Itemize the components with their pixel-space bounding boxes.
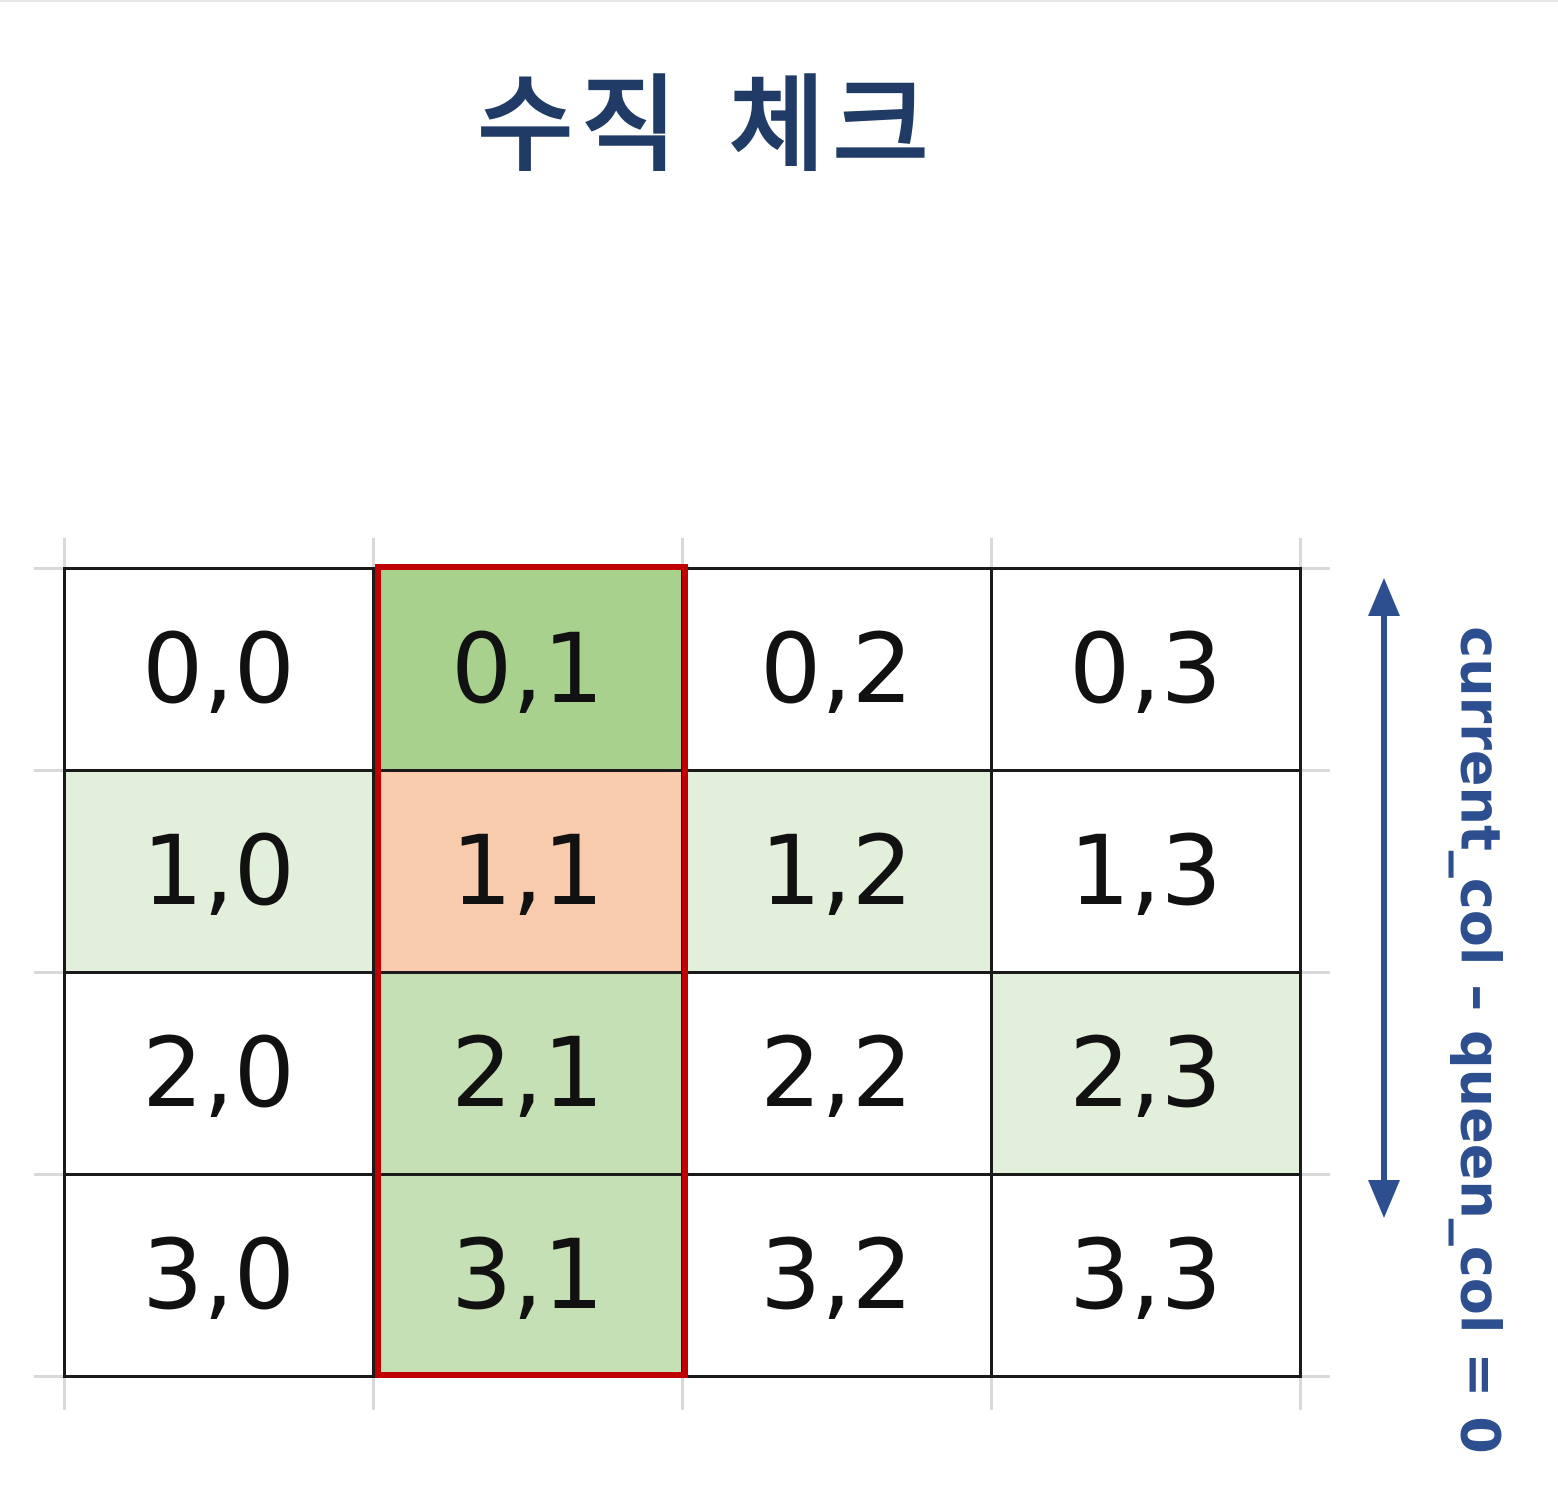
board-cell: 2,3 (991, 972, 1300, 1174)
board-cell: 2,0 (64, 972, 373, 1174)
page-title: 수직 체크 (477, 64, 937, 186)
board-cell: 0,2 (682, 568, 991, 770)
vertical-double-arrow-icon (1368, 578, 1400, 1218)
vertical-check-formula: current_col – queen_col = 0 (1448, 626, 1512, 1454)
board-cell: 3,3 (991, 1174, 1300, 1376)
highlighted-column-border (375, 564, 688, 1378)
grid-line (990, 567, 993, 1378)
grid-line (63, 567, 66, 1378)
board-cell: 3,1 (373, 1174, 682, 1376)
board-cell: 0,0 (64, 568, 373, 770)
board-cell: 1,1 (373, 770, 682, 972)
board-cell: 3,2 (682, 1174, 991, 1376)
board-cell: 3,0 (64, 1174, 373, 1376)
top-divider (0, 0, 1558, 2)
board-cell: 0,1 (373, 568, 682, 770)
board-cell: 1,0 (64, 770, 373, 972)
board-cell: 2,1 (373, 972, 682, 1174)
board-cell: 0,3 (991, 568, 1300, 770)
board-cell: 2,2 (682, 972, 991, 1174)
board-cell: 1,2 (682, 770, 991, 972)
board-cell: 1,3 (991, 770, 1300, 972)
grid-line (372, 567, 375, 1378)
grid-line (1299, 567, 1302, 1378)
